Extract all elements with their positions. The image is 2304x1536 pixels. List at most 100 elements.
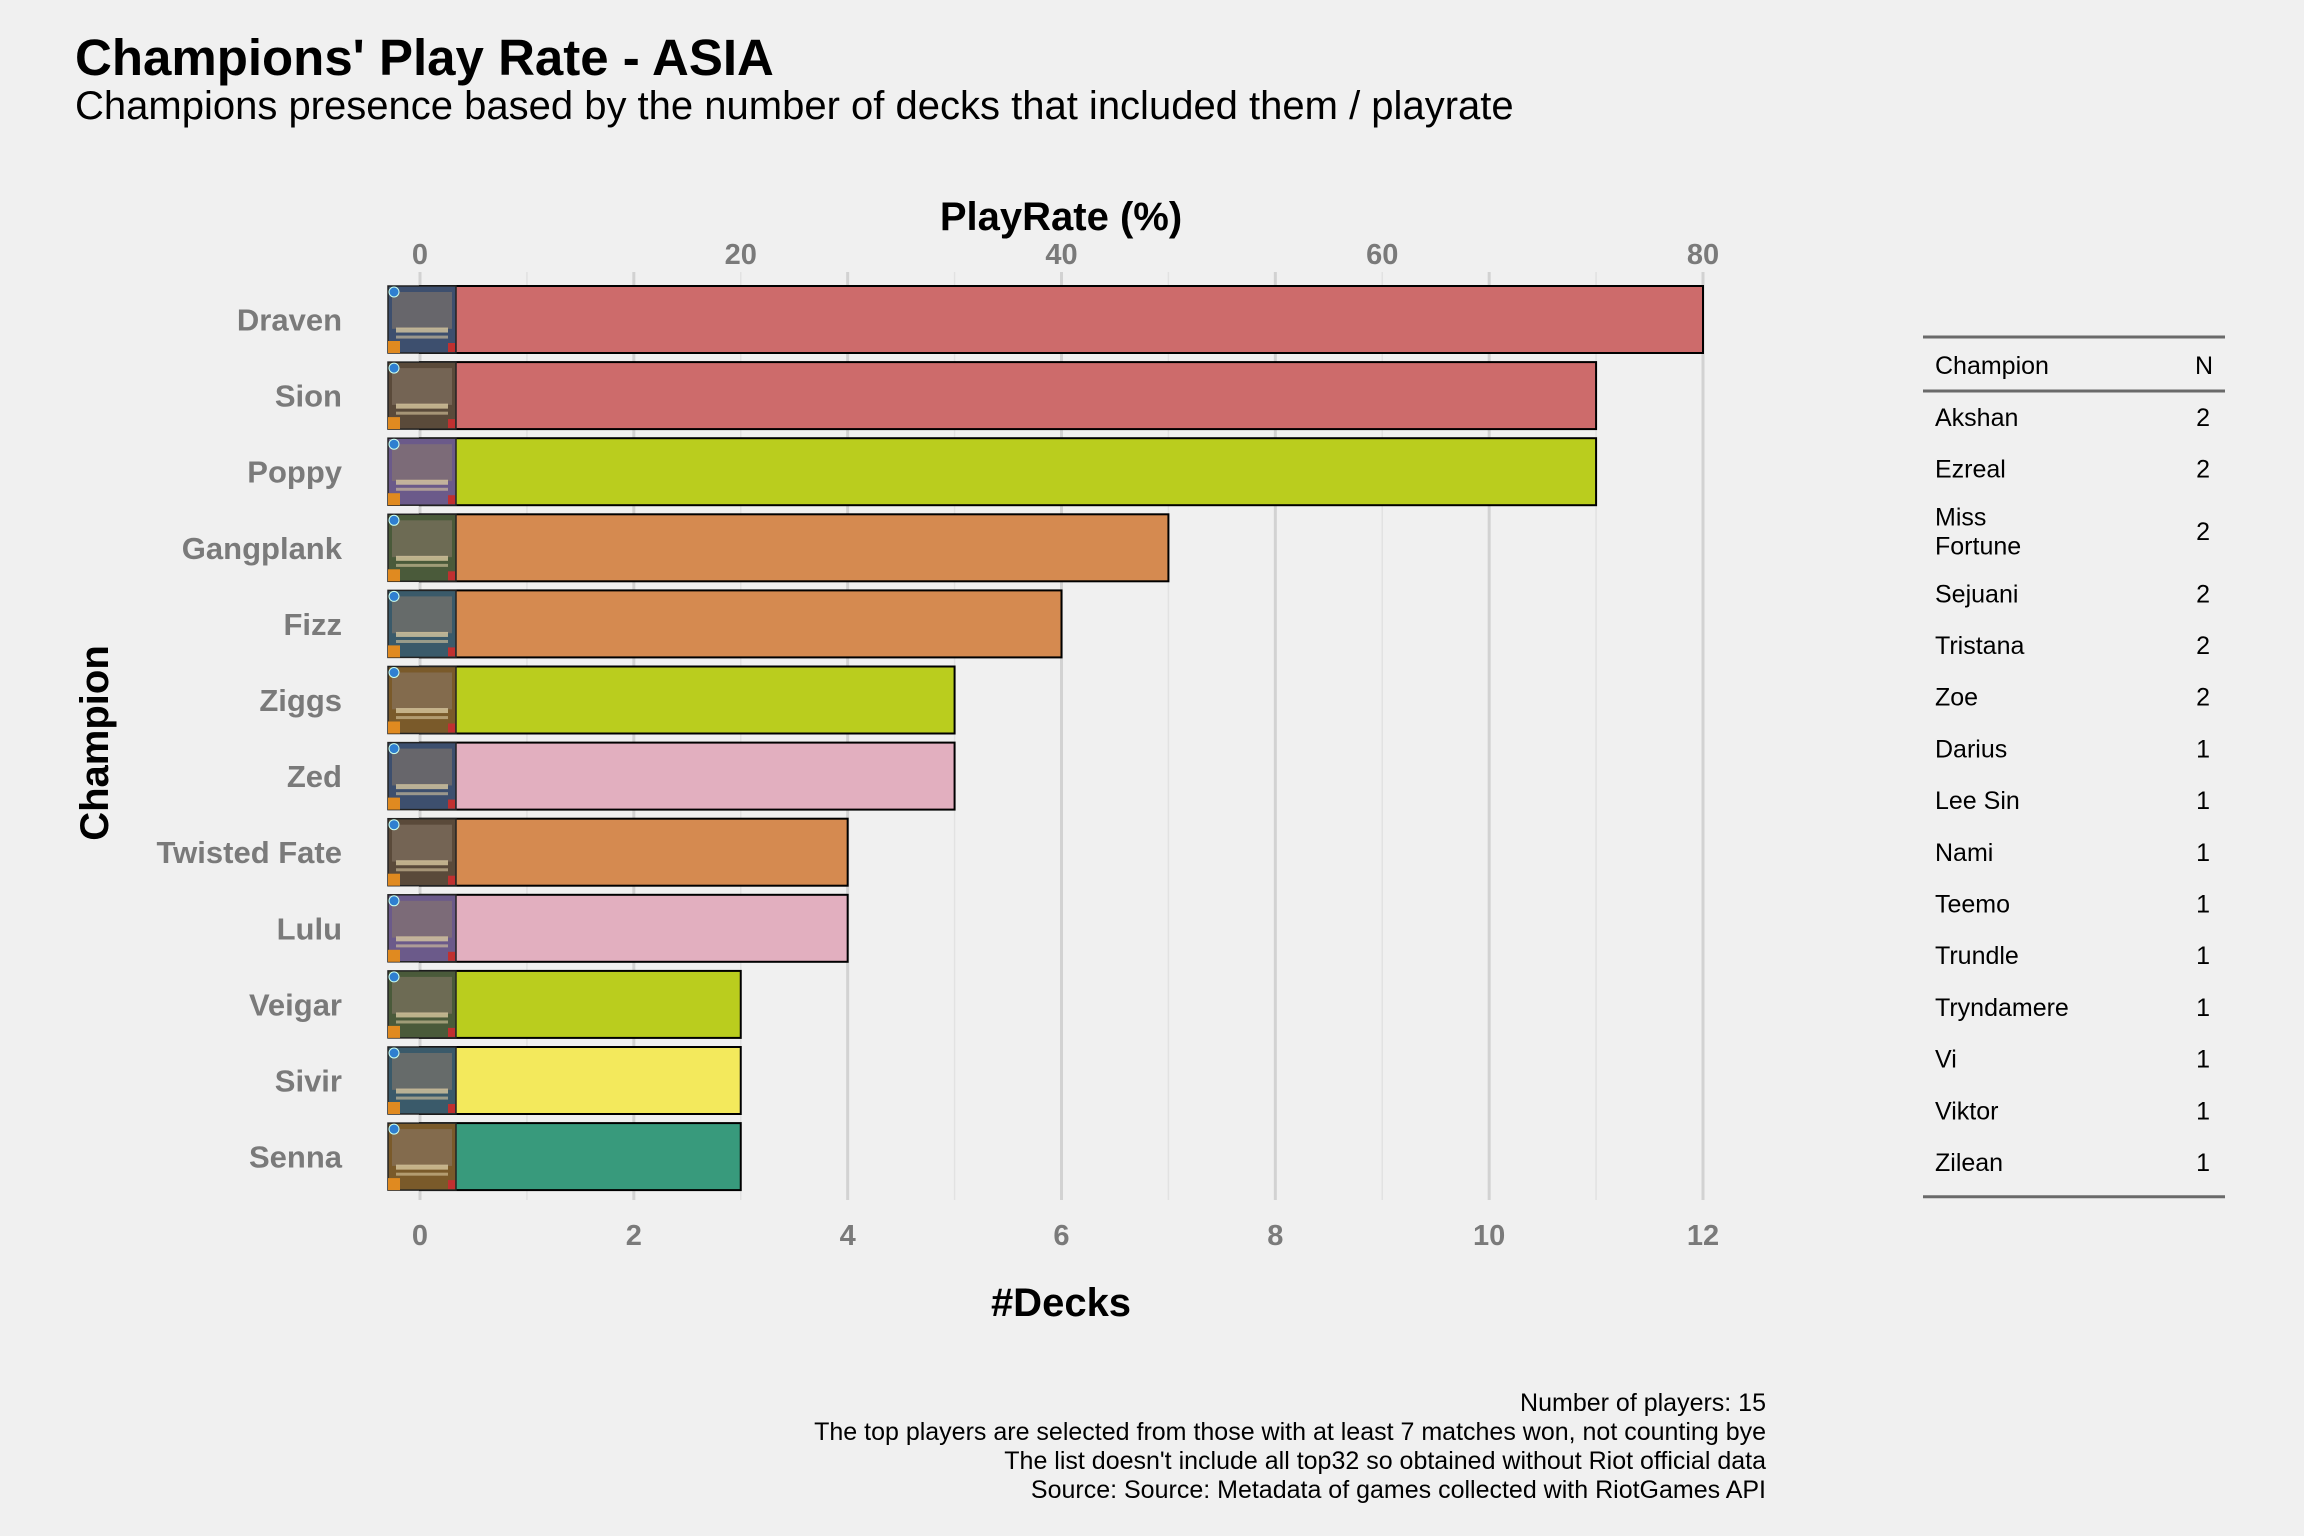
- category-label: Sivir: [275, 1064, 342, 1099]
- chart-title: Champions' Play Rate - ASIA: [75, 29, 774, 86]
- table-cell-n: 2: [2196, 518, 2210, 546]
- table-cell-champion: Akshan: [1935, 404, 2018, 432]
- table-cell-champion: Lee Sin: [1935, 787, 2020, 815]
- table-row: Vi 1: [1935, 1046, 2210, 1074]
- bar: [419, 893, 849, 963]
- table-cell-champion: Vi: [1935, 1046, 1957, 1074]
- champion-card-icons: [387, 285, 457, 1191]
- x2-tick-label: 60: [1366, 239, 1398, 271]
- champion-labels: Draven Sion Poppy Gangplank Fizz Ziggs Zed Twis…: [157, 303, 343, 1175]
- x2-tick-label: 40: [1045, 239, 1077, 271]
- category-label: Ziggs: [259, 683, 342, 718]
- table-row: Ezreal 2: [1935, 456, 2210, 484]
- x2-axis-title: PlayRate (%): [940, 195, 1182, 239]
- table-cell-champion: Teemo: [1935, 890, 2010, 918]
- chart-subtitle: Champions presence based by the number o…: [75, 84, 1514, 128]
- bar: [419, 1122, 742, 1192]
- champion-card-icon: [387, 437, 457, 506]
- caption-line: The top players are selected from those …: [814, 1418, 1766, 1446]
- bar: [419, 817, 849, 887]
- caption-line: The list doesn't include all top32 so ob…: [1004, 1447, 1766, 1475]
- table-cell-champion: Ezreal: [1935, 456, 2006, 484]
- table-header-n: N: [2195, 352, 2213, 380]
- champion-card-icon: [387, 589, 457, 659]
- axis-ticks: 0 2 4 6 8 10 12 0 20 40 60 80: [412, 239, 1719, 1252]
- x-tick-label: 0: [412, 1220, 428, 1252]
- category-label: Gangplank: [182, 531, 343, 566]
- x-tick-label: 10: [1473, 1220, 1505, 1252]
- category-label: Poppy: [247, 455, 342, 490]
- table-row: Viktor 1: [1935, 1097, 2210, 1125]
- x-tick-label: 2: [626, 1220, 642, 1252]
- bars: [419, 285, 1704, 1192]
- bar: [419, 437, 1598, 507]
- champion-card-icon: [387, 1046, 457, 1115]
- table-row: Tristana 2: [1935, 632, 2210, 660]
- category-label: Zed: [287, 759, 342, 794]
- champion-card-icon: [387, 361, 457, 430]
- table-row: Akshan 2: [1935, 404, 2210, 432]
- table-cell-n: 1: [2196, 942, 2210, 970]
- table-cell-champion: Miss Fortune: [1935, 503, 2021, 560]
- x-tick-label: 6: [1053, 1220, 1069, 1252]
- table-cell-champion: Zoe: [1935, 684, 1978, 712]
- x-tick-label: 4: [840, 1220, 856, 1252]
- table-cell-champion: Tristana: [1935, 632, 2024, 660]
- table-row: Trundle 1: [1935, 942, 2210, 970]
- champion-card-icon: [387, 894, 457, 963]
- y-axis-title: Champion: [73, 645, 117, 841]
- bar: [419, 969, 742, 1039]
- table-row: Nami 1: [1935, 839, 2210, 867]
- table-header-champion: Champion: [1935, 352, 2049, 380]
- table-cell-n: 2: [2196, 632, 2210, 660]
- table-row: Zoe 2: [1935, 684, 2210, 712]
- table-row: Sejuani 2: [1935, 580, 2210, 608]
- bar: [419, 361, 1598, 431]
- category-label: Lulu: [277, 911, 342, 946]
- caption-line: Source: Source: Metadata of games collec…: [1030, 1476, 1766, 1504]
- table-cell-champion: Zilean: [1935, 1149, 2003, 1177]
- champion-card-icon: [387, 513, 457, 583]
- category-label: Sion: [275, 379, 342, 414]
- x-tick-label: 12: [1687, 1220, 1719, 1252]
- x2-tick-label: 80: [1687, 239, 1719, 271]
- table-cell-n: 1: [2196, 1149, 2210, 1177]
- x2-tick-label: 20: [725, 239, 757, 271]
- table-cell-champion: Trundle: [1935, 942, 2019, 970]
- table-cell-champion: Nami: [1935, 839, 1993, 867]
- champion-card-icon: [387, 1122, 457, 1191]
- table-row: Teemo 1: [1935, 890, 2210, 918]
- table-cell-n: 1: [2196, 994, 2210, 1022]
- bar: [419, 589, 1063, 659]
- table-cell-champion: Sejuani: [1935, 580, 2018, 608]
- bar: [419, 1046, 742, 1115]
- table-cell-n: 1: [2196, 890, 2210, 918]
- x2-tick-label: 0: [412, 239, 428, 271]
- bar: [419, 513, 1170, 583]
- category-label: Fizz: [283, 607, 342, 642]
- champion-card-icon: [387, 665, 457, 735]
- champion-card-icon: [387, 741, 457, 811]
- champion-card-icon: [387, 285, 457, 354]
- table-row: Zilean 1: [1935, 1149, 2210, 1177]
- bar: [419, 285, 1704, 354]
- table-cell-champion: Tryndamere: [1935, 994, 2069, 1022]
- champion-card-icon: [387, 817, 457, 887]
- caption-line: Number of players: 15: [1520, 1389, 1766, 1417]
- category-label: Twisted Fate: [157, 835, 342, 870]
- table-row: Lee Sin 1: [1935, 787, 2210, 815]
- table-cell-n: 2: [2196, 684, 2210, 712]
- table-row: Tryndamere 1: [1935, 994, 2210, 1022]
- bar: [419, 741, 956, 811]
- table-cell-n: 1: [2196, 839, 2210, 867]
- category-label: Veigar: [249, 987, 342, 1022]
- table-row: Miss Fortune 2: [1935, 503, 2210, 560]
- table-row: Darius 1: [1935, 735, 2210, 763]
- table-cell-champion: Darius: [1935, 735, 2007, 763]
- table-cell-n: 1: [2196, 1097, 2210, 1125]
- caption: Number of players: 15 The top players ar…: [814, 1389, 1766, 1505]
- bar: [419, 665, 956, 735]
